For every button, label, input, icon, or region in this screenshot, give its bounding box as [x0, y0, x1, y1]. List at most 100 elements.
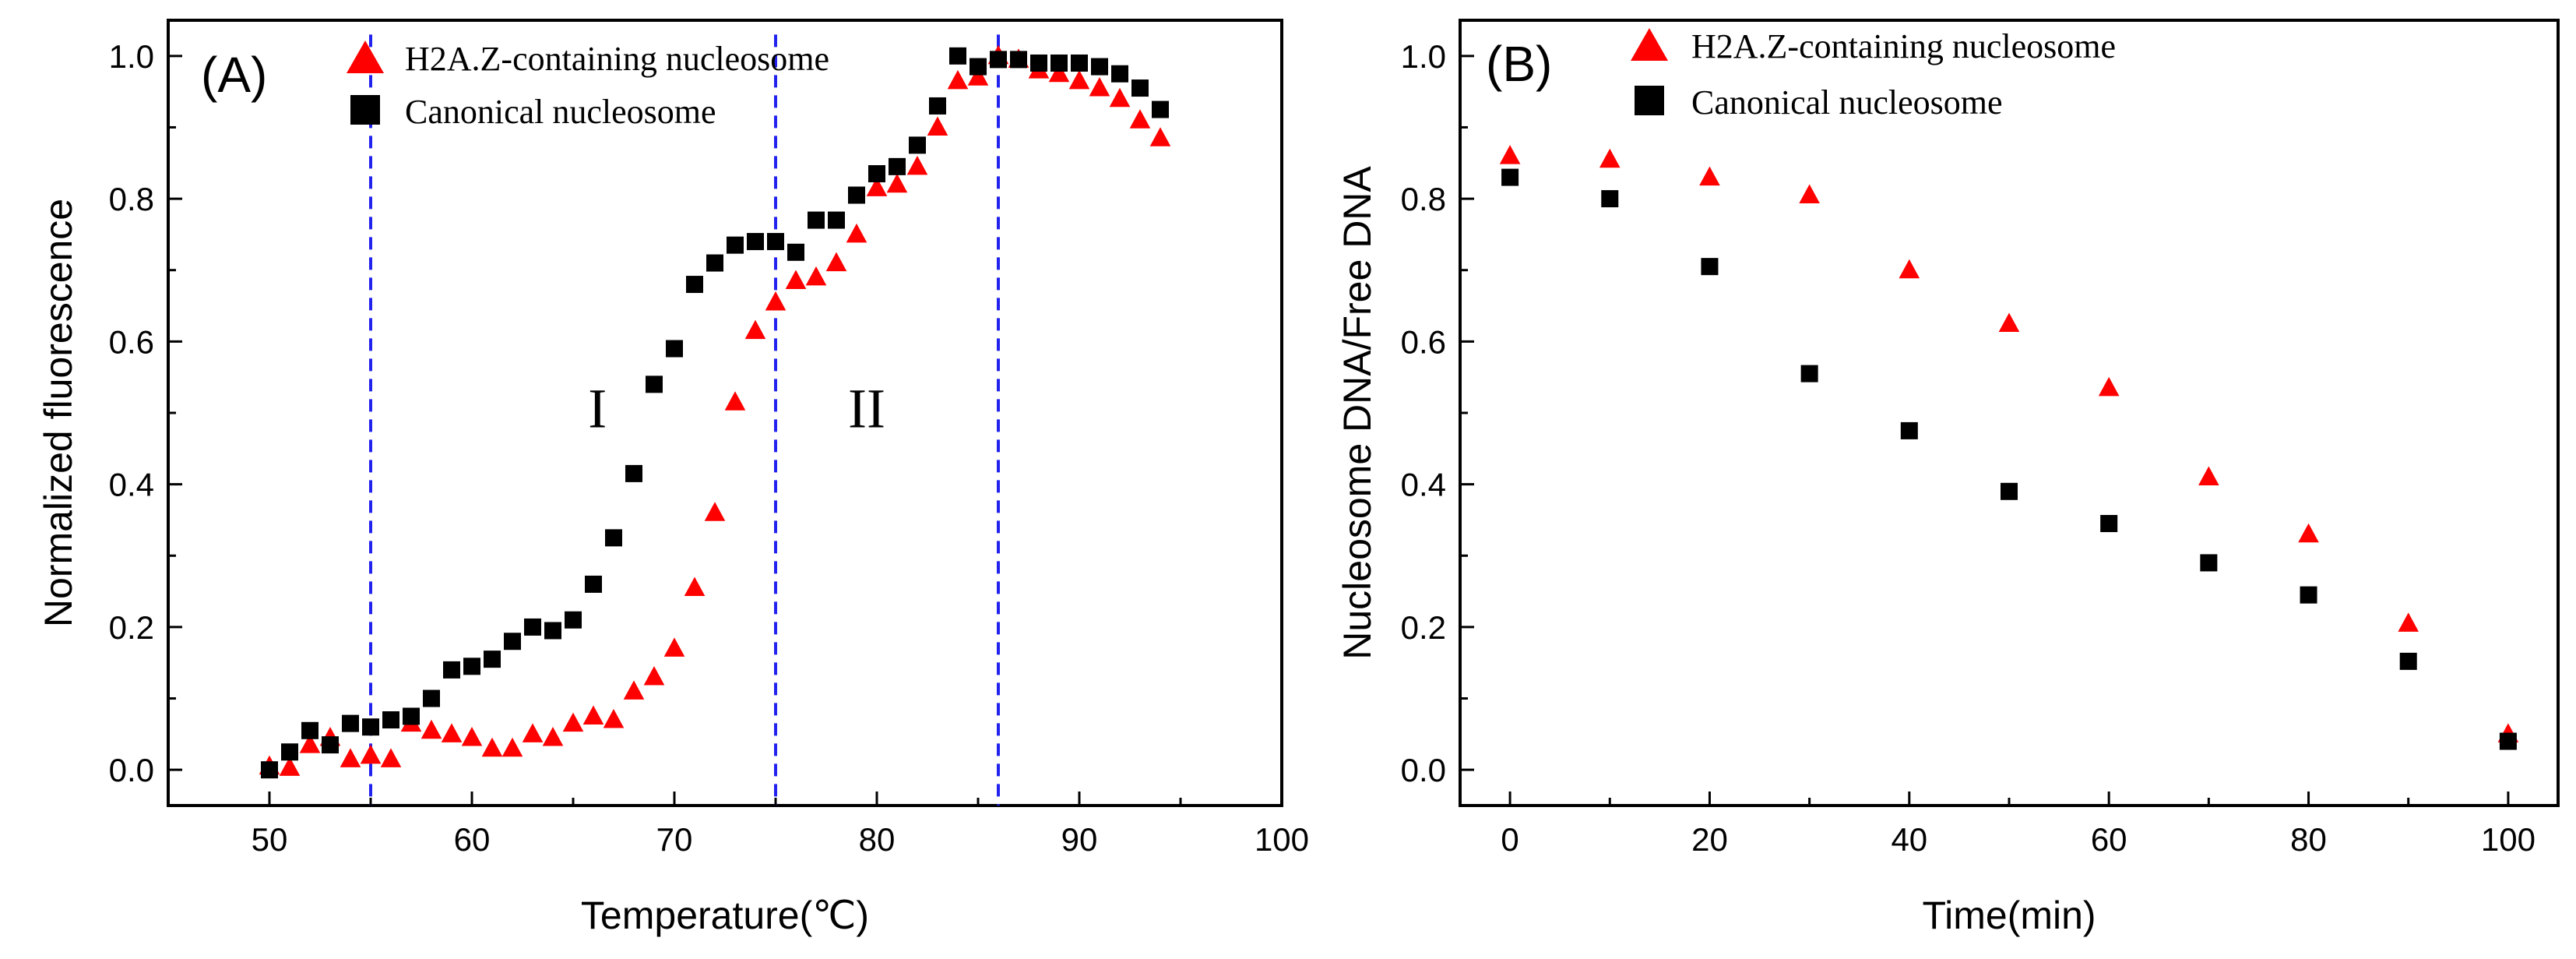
data-point-square	[504, 633, 521, 650]
panel-b-legend-label-canonical: Canonical nucleosome	[1691, 83, 2003, 122]
data-point-square	[2001, 482, 2018, 500]
panel-a-x-axis-ticks: 50 60 70 80 90 100	[252, 792, 1309, 858]
data-point-square	[1030, 54, 1047, 72]
data-point-triangle	[340, 748, 361, 767]
data-point-square	[565, 611, 582, 629]
data-point-square	[727, 236, 744, 254]
data-point-triangle	[2198, 466, 2219, 485]
data-point-square	[1111, 65, 1128, 83]
y-tick-label: 1.0	[1401, 38, 1446, 75]
x-tick-label: 80	[859, 821, 896, 858]
data-point-triangle	[2098, 376, 2120, 397]
data-point-square	[808, 211, 825, 229]
x-tick-label: 70	[656, 821, 693, 858]
data-point-square	[1131, 79, 1149, 97]
region-label: II	[848, 377, 885, 439]
panel-b: 0 20 40 60 80 100 0.0 0.2 0.4 0.6 0.8 1.0 (B) H2A.…	[1336, 19, 2560, 937]
panel-a-series-canonical	[261, 47, 1169, 779]
data-point-triangle	[947, 69, 969, 90]
data-point-square	[1050, 54, 1068, 72]
y-tick-label: 0.6	[109, 323, 154, 360]
panel-b-x-axis-ticks: 0 20 40 60 80 100	[1501, 792, 2536, 858]
data-point-triangle	[643, 666, 665, 686]
data-point-square	[463, 658, 480, 675]
y-tick-label: 0.0	[1401, 752, 1446, 788]
data-point-square	[889, 157, 906, 175]
data-point-square	[646, 375, 663, 393]
region-label: I	[588, 377, 607, 439]
panel-b-x-axis-title: Time(min)	[1922, 894, 2096, 937]
panel-a-region-labels: I II	[588, 377, 885, 439]
panel-a-x-axis-title: Temperature(℃)	[581, 894, 869, 937]
panel-b-legend-label-h2az: H2A.Z-containing nucleosome	[1691, 27, 2116, 65]
data-point-square	[990, 51, 1007, 69]
data-point-square	[281, 743, 298, 761]
x-tick-label: 60	[454, 821, 491, 858]
data-point-triangle	[1109, 87, 1131, 108]
panel-a-reference-lines	[369, 34, 1000, 806]
data-point-square	[787, 243, 804, 261]
data-point-square	[666, 340, 683, 358]
data-point-triangle	[1799, 184, 1820, 204]
data-point-triangle	[623, 680, 645, 700]
data-point-square	[1010, 51, 1027, 69]
data-point-triangle	[2298, 523, 2319, 543]
x-tick-label: 100	[2481, 821, 2536, 858]
data-point-triangle	[1129, 109, 1151, 129]
y-tick-label: 0.6	[1401, 323, 1446, 360]
data-point-triangle	[1048, 62, 1070, 83]
data-point-square	[342, 714, 359, 732]
data-point-square	[706, 254, 723, 272]
x-tick-label: 20	[1691, 821, 1728, 858]
data-point-triangle	[360, 744, 382, 764]
data-point-square	[322, 736, 339, 754]
panel-a-legend-label-canonical: Canonical nucleosome	[405, 93, 716, 131]
data-point-triangle	[684, 576, 706, 597]
data-point-square	[686, 276, 703, 294]
data-point-triangle	[501, 737, 523, 757]
y-tick-label: 0.8	[109, 181, 154, 217]
y-tick-label: 0.4	[109, 467, 154, 503]
data-point-triangle	[805, 266, 827, 286]
panel-b-series-canonical	[1501, 168, 2517, 750]
x-tick-label: 90	[1061, 821, 1098, 858]
data-point-triangle	[380, 748, 402, 767]
data-point-square	[1152, 100, 1169, 118]
data-point-square	[261, 761, 278, 779]
data-point-triangle	[1599, 148, 1621, 168]
panel-a-legend-triangle-marker	[347, 41, 384, 73]
data-point-triangle	[421, 719, 442, 739]
y-tick-label: 0.0	[109, 752, 154, 788]
panel-a-legend-label-h2az: H2A.Z-containing nucleosome	[405, 40, 829, 78]
data-point-square	[1701, 258, 1719, 276]
data-point-square	[443, 661, 460, 679]
panel-a-y-axis-title: Normalized fluorescence	[37, 199, 80, 627]
data-point-square	[2399, 652, 2417, 670]
data-point-triangle	[279, 756, 301, 776]
x-tick-label: 80	[2290, 821, 2327, 858]
data-point-square	[544, 622, 561, 640]
data-point-triangle	[1998, 312, 2020, 332]
y-tick-label: 1.0	[109, 38, 154, 75]
data-point-triangle	[1499, 145, 1521, 164]
panel-b-series-h2az	[1499, 145, 2519, 742]
x-tick-label: 60	[2091, 821, 2127, 858]
panel-a: 50 60 70 80 90 100 0.00.20.40.60.81.0 I II (A)…	[37, 19, 1309, 937]
data-point-square	[1900, 421, 1918, 439]
x-tick-label: 0	[1501, 821, 1519, 858]
y-tick-label: 0.2	[109, 609, 154, 646]
data-point-square	[1071, 54, 1088, 72]
panel-b-y-axis-title: Nucleosome DNA/Free DNA	[1336, 166, 1379, 660]
data-point-square	[2200, 554, 2218, 572]
data-point-triangle	[825, 252, 847, 272]
y-tick-label: 0.8	[1401, 181, 1446, 217]
data-point-triangle	[481, 737, 503, 757]
data-point-triangle	[744, 319, 766, 340]
data-point-square	[1091, 58, 1108, 76]
data-point-triangle	[582, 705, 604, 725]
data-point-triangle	[1149, 127, 1171, 146]
data-point-triangle	[1899, 259, 1920, 279]
panel-a-label: (A)	[201, 47, 267, 103]
panel-a-y-axis-ticks: 0.0 0.2 0.4 0.6 0.8 1.0	[109, 38, 182, 788]
data-point-triangle	[846, 223, 867, 243]
